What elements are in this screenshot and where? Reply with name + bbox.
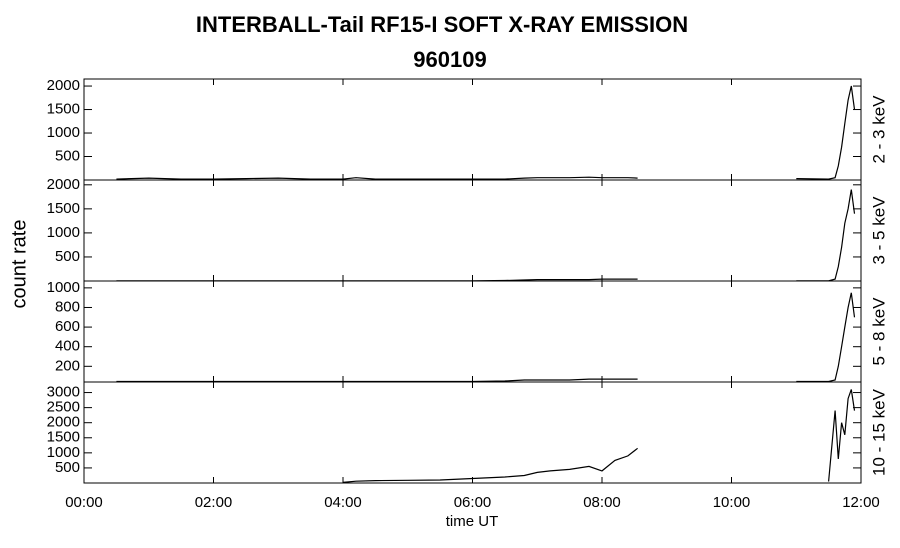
y-tick-label: 1000 xyxy=(47,444,80,461)
y-tick-label: 2000 xyxy=(47,176,80,193)
x-tick-label: 10:00 xyxy=(713,494,751,511)
chart-subtitle: 960109 xyxy=(413,47,486,72)
panel-frame xyxy=(83,381,862,484)
data-line xyxy=(116,189,856,282)
x-tick-label: 08:00 xyxy=(583,494,621,511)
y-tick-label: 500 xyxy=(55,147,80,164)
y-tick-label: 2000 xyxy=(47,77,80,94)
x-tick-label: 02:00 xyxy=(195,494,233,511)
x-tick-label: 00:00 xyxy=(65,494,103,511)
data-line xyxy=(342,389,856,483)
y-tick-label: 600 xyxy=(55,318,80,335)
x-tick-label: 06:00 xyxy=(454,494,492,511)
panel-frame xyxy=(83,179,862,282)
x-axis-label: time UT xyxy=(446,513,499,530)
panel-label: 5 - 8 keV xyxy=(869,297,888,366)
y-tick-label: 500 xyxy=(55,459,80,476)
panel-frame xyxy=(83,280,862,383)
data-line xyxy=(116,292,856,383)
y-tick-label: 800 xyxy=(55,298,80,315)
y-tick-label: 1500 xyxy=(47,101,80,118)
chart-title: INTERBALL-Tail RF15-I SOFT X-RAY EMISSIO… xyxy=(196,12,688,37)
panel-label: 3 - 5 keV xyxy=(869,196,888,265)
y-tick-label: 200 xyxy=(55,357,80,374)
y-tick-label: 500 xyxy=(55,248,80,265)
y-tick-label: 1000 xyxy=(47,124,80,141)
y-tick-label: 2000 xyxy=(47,414,80,431)
panel-frame xyxy=(83,78,862,181)
data-line xyxy=(116,85,856,180)
panel-label: 2 - 3 keV xyxy=(869,95,888,164)
x-tick-label: 04:00 xyxy=(324,494,362,511)
y-tick-label: 1500 xyxy=(47,200,80,217)
y-tick-label: 1000 xyxy=(47,279,80,296)
y-tick-label: 2500 xyxy=(47,399,80,416)
x-tick-label: 12:00 xyxy=(842,494,880,511)
y-tick-label: 1500 xyxy=(47,429,80,446)
y-tick-label: 400 xyxy=(55,338,80,355)
y-axis-label: count rate xyxy=(8,220,30,309)
y-tick-label: 1000 xyxy=(47,224,80,241)
panel-label: 10 - 15 keV xyxy=(869,388,888,476)
y-tick-label: 3000 xyxy=(47,384,80,401)
